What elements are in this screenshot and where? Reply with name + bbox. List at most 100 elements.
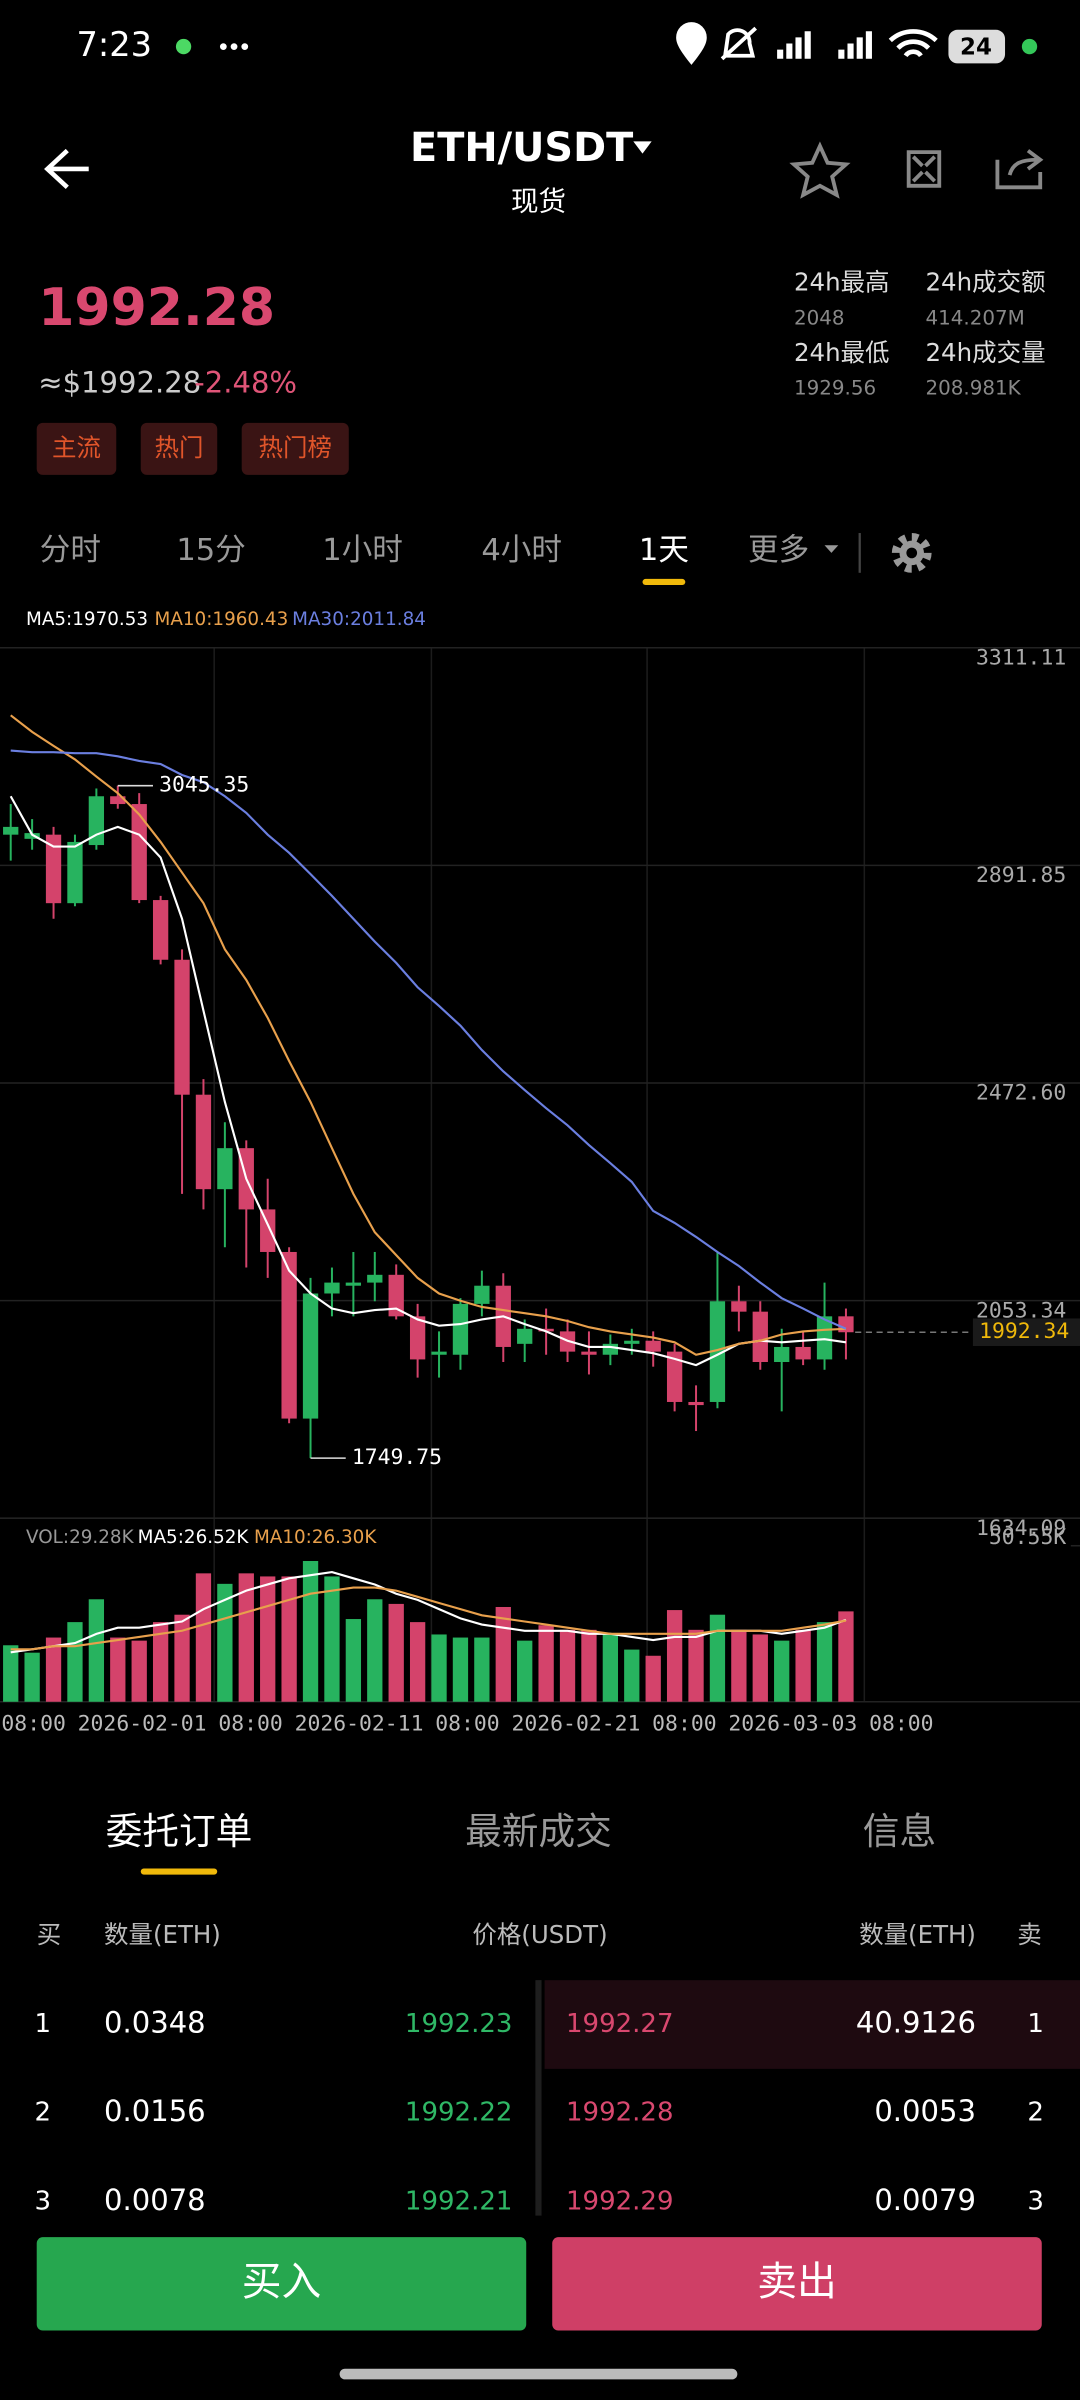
volume-bar [538,1625,554,1702]
candle-body [431,1351,447,1355]
low-annotation: 1749.75 [352,1445,442,1470]
y-tick-label: 1634.09 [976,1516,1066,1541]
interval-tab[interactable]: 分时 [40,533,101,568]
book-header: 数量(ETH) [859,1920,976,1949]
candle-body [752,1311,768,1363]
tab[interactable]: 信息 [863,1810,936,1853]
signal-icon [777,31,811,59]
candle-body [345,1282,362,1286]
ma-line [9,795,847,1367]
volume-bar [495,1606,511,1702]
x-tick-label: 08:00 [652,1712,716,1737]
volume-ma-legend: MA5:26.52K [138,1527,250,1548]
volume-bar [816,1622,833,1702]
favorite-button[interactable] [789,141,851,199]
tag [36,422,117,475]
candle-body [624,1340,640,1344]
ask-qty: 40.9126 [856,2006,976,2040]
ask-price: 1992.28 [566,2098,674,2128]
interval-underline [642,578,686,586]
bid-qty: 0.0348 [104,2006,206,2040]
fullscreen-button[interactable] [906,150,942,188]
bid-index: 2 [35,2098,52,2128]
tag-label: 热门榜 [259,433,332,462]
status-icon [175,38,192,55]
market-type: 现货 [511,186,566,218]
volume-bar [131,1640,147,1702]
home-indicator [339,2368,738,2380]
share-button[interactable] [995,149,1044,190]
candle-body [217,1148,233,1190]
interval-tab[interactable]: 15分 [176,533,246,568]
buy-button[interactable] [36,2237,527,2331]
x-tick-label: 08:00 [435,1712,499,1737]
volume-bar [388,1603,404,1702]
candle-body [281,1251,297,1419]
tag-label: 热门 [155,433,204,462]
volume-bar [88,1599,105,1702]
tab[interactable]: 委托订单 [106,1810,253,1853]
candle-body [709,1301,726,1402]
candle-body [602,1343,619,1355]
sell-label[interactable]: 卖出 [757,2259,837,2305]
volume-bar [281,1576,297,1702]
volume-ma-legend: MA10:26.30K [254,1527,377,1548]
last-price: 1992.28 [38,278,275,338]
interval-tab[interactable]: 4小时 [481,533,562,568]
volume-bar [774,1640,790,1702]
status-dot [219,43,227,50]
location-icon [676,22,707,65]
volume-ma-line [10,1586,847,1651]
volume-bar [45,1637,62,1702]
current-price-tag [972,1318,1080,1347]
volume-bar [260,1576,276,1702]
candle-body [795,1346,811,1360]
back-button[interactable] [44,148,89,189]
tab[interactable]: 最新成交 [465,1810,612,1853]
mute-icon [720,26,757,61]
bid-qty: 0.0156 [104,2094,206,2128]
volume-bar [67,1622,83,1702]
stat-label: 24h最低 [794,338,890,367]
interval-tab[interactable]: 1小时 [322,533,403,568]
wifi-icon [888,29,938,58]
ask-index: 2 [1027,2098,1044,2128]
volume-bar [559,1629,576,1702]
volume-bar [302,1561,319,1702]
usd-price: ≈$1992.28 [38,366,201,400]
candle-body [195,1094,212,1190]
candle-body [302,1293,319,1419]
settings-button[interactable] [891,533,932,573]
pair-title[interactable]: ETH/USDT [410,125,633,171]
sell-button[interactable] [552,2237,1042,2331]
candle-body [110,796,126,805]
ma-legend: MA10:1960.43 [155,609,289,630]
high-annotation: 3045.35 [159,773,249,798]
volume-bar [688,1629,704,1702]
candle-body [45,834,62,904]
tag [241,422,349,475]
candle-body [174,959,190,1095]
ask-index: 3 [1027,2186,1044,2216]
candle-body [474,1285,490,1304]
signal-icon [838,31,872,59]
stat-label: 24h成交额 [925,268,1045,297]
book-header: 卖 [1017,1920,1041,1949]
pair-dropdown[interactable] [633,141,652,154]
x-tick-label: 2026-02-21 [512,1712,641,1737]
buy-label[interactable]: 买入 [242,2259,322,2305]
candle-body [774,1346,790,1363]
tab-underline [140,1868,218,1875]
ask-price: 1992.27 [566,2009,674,2039]
bid-price: 1992.22 [405,2098,513,2128]
gear-hole [906,547,918,559]
x-tick-label: 08:00 [1,1712,65,1737]
interval-tab[interactable]: 1天 [639,533,689,568]
ask-index: 1 [1027,2009,1044,2039]
stat-value: 2048 [794,306,845,329]
volume-bar [838,1611,854,1702]
x-tick-label: 2026-02-11 [295,1712,424,1737]
candle-body [409,1316,426,1360]
interval-tab[interactable]: 更多 [748,533,809,568]
